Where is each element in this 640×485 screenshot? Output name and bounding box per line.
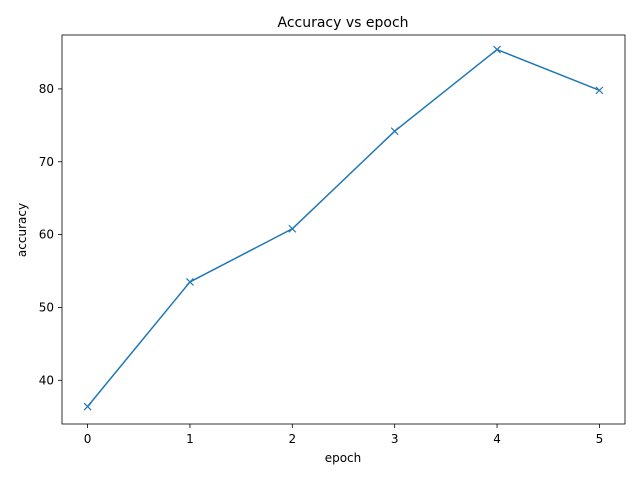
data-point-marker xyxy=(595,86,604,95)
x-axis-ticks: 0 1 2 3 4 5 xyxy=(84,424,603,446)
y-tick-label: 60 xyxy=(39,228,54,242)
data-point-marker xyxy=(83,402,92,411)
plot-area xyxy=(61,34,626,425)
axes-frame xyxy=(61,34,626,425)
y-tick-label: 50 xyxy=(39,300,54,314)
y-tick-label: 40 xyxy=(39,373,54,387)
x-axis-label: epoch xyxy=(325,451,362,465)
data-point-marker xyxy=(390,127,399,136)
series-line xyxy=(87,48,600,407)
data-point-marker xyxy=(186,278,194,286)
x-tick-label: 2 xyxy=(288,432,296,446)
data-point-marker xyxy=(493,45,501,54)
y-axis-label: accuracy xyxy=(15,203,29,257)
y-tick-label: 70 xyxy=(39,155,54,169)
x-tick-label: 4 xyxy=(493,432,501,446)
data-point-marker xyxy=(288,224,297,233)
chart-title: Accuracy vs epoch xyxy=(277,15,408,31)
x-tick-label: 5 xyxy=(596,432,604,446)
y-axis-ticks: 40 50 60 70 80 xyxy=(39,82,62,387)
x-tick-label: 0 xyxy=(84,432,92,446)
y-tick-label: 80 xyxy=(39,82,54,96)
x-tick-label: 3 xyxy=(391,432,399,446)
x-tick-label: 1 xyxy=(186,432,194,446)
